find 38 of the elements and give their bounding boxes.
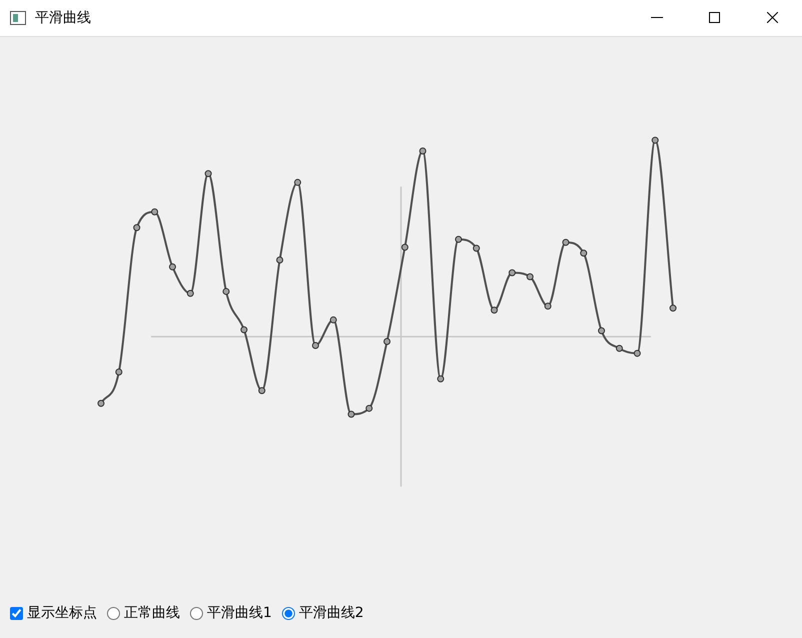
point: [98, 400, 104, 407]
point: [455, 236, 462, 243]
point: [169, 263, 176, 270]
point: [401, 244, 408, 251]
point: [276, 256, 284, 264]
text: 正常曲线: [124, 604, 180, 622]
point: [616, 344, 623, 352]
point: [222, 288, 230, 295]
point: [670, 304, 676, 312]
point: [580, 250, 588, 257]
point: [204, 170, 212, 178]
point: [526, 273, 534, 280]
point: [151, 208, 158, 216]
point: [562, 238, 570, 246]
point: [133, 224, 140, 232]
point: [330, 316, 337, 324]
point: [258, 387, 266, 394]
point: [312, 342, 319, 349]
point: [240, 326, 248, 334]
text: 平滑曲线2: [298, 604, 364, 622]
text: 显示坐标点: [27, 604, 97, 622]
point: [490, 306, 498, 314]
point: [508, 269, 516, 276]
point: [115, 368, 122, 376]
point: [544, 302, 552, 310]
point: [186, 290, 194, 297]
point: [348, 410, 355, 418]
point: [384, 338, 390, 346]
point: [294, 178, 302, 186]
point: [634, 350, 641, 357]
point: [652, 136, 659, 144]
point: [419, 148, 426, 154]
point: [437, 375, 444, 382]
point: [598, 327, 605, 334]
point: [366, 404, 373, 412]
chart-title: 平滑曲线: [35, 9, 91, 27]
text: 平滑曲线1: [207, 604, 272, 622]
point: [472, 244, 480, 252]
